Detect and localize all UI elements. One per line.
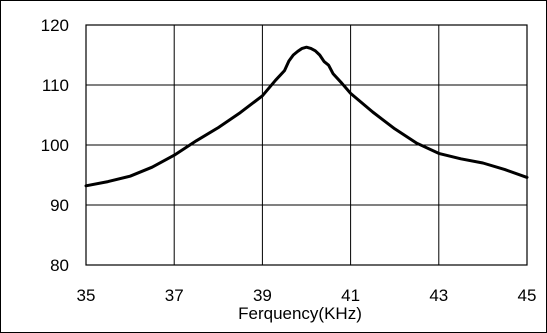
y-tick-label: 80 [50, 256, 69, 275]
y-tick-label: 110 [42, 76, 69, 95]
x-tick-label: 43 [429, 286, 448, 305]
x-tick-label: 45 [518, 286, 537, 305]
series [84, 45, 529, 188]
y-tick-label: 90 [50, 196, 69, 215]
x-tick-label: 35 [77, 286, 96, 305]
y-axis-tick-labels: 80 90 100 110 120 [41, 16, 69, 275]
x-tick-label: 39 [253, 286, 272, 305]
plot-area-border [85, 24, 528, 266]
x-axis-title: Ferquency(KHz) [238, 304, 362, 323]
x-tick-label: 37 [165, 286, 184, 305]
x-axis-tick-labels: 35 37 39 41 43 45 [77, 286, 537, 305]
y-tick-label: 120 [41, 16, 69, 35]
series-line [84, 45, 529, 188]
x-tick-label: 41 [341, 286, 360, 305]
y-tick-label: 100 [41, 136, 69, 155]
